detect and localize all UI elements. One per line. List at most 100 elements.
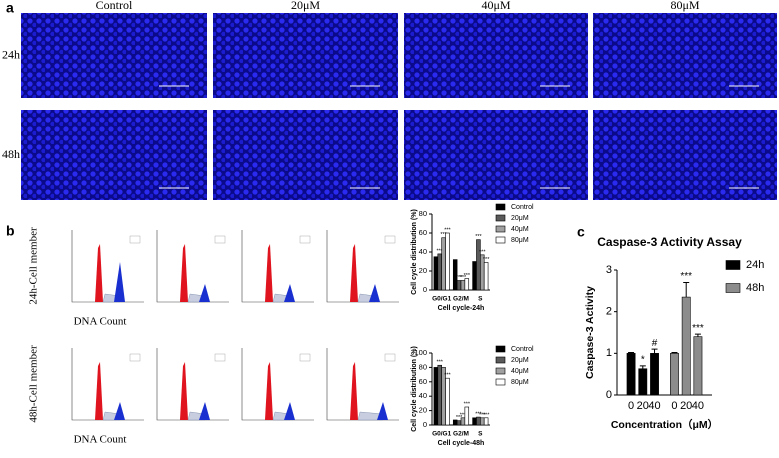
panel-label: c	[577, 224, 585, 240]
micrograph	[21, 110, 207, 200]
row-label: 24h-Cell member	[28, 227, 40, 305]
histogram-axes	[326, 348, 399, 421]
mini-legend	[299, 235, 311, 244]
bar	[456, 280, 462, 291]
legend-swatch	[495, 236, 506, 244]
legend-swatch	[495, 214, 506, 222]
bar	[437, 364, 442, 426]
g1-peak	[180, 244, 188, 302]
y-axis-label: Caspase-3 Activity	[584, 286, 596, 379]
panel-label: b	[6, 223, 15, 239]
g2-peak	[284, 402, 295, 420]
bar	[693, 336, 703, 396]
y-tick-label: 2	[606, 306, 612, 318]
g2-peak	[377, 402, 388, 420]
bar	[452, 259, 458, 291]
g2-peak	[369, 284, 380, 302]
y-tick-label: 1	[606, 347, 612, 359]
column-label: Control	[96, 0, 133, 12]
row-label: 48h-Cell member	[28, 345, 40, 423]
bar	[476, 416, 481, 426]
bar	[464, 406, 470, 426]
significance: ***	[479, 412, 486, 418]
significance: ***	[479, 249, 486, 255]
mini-legend	[384, 353, 396, 362]
significance: ***	[464, 401, 471, 407]
x-tick-label: 0	[671, 400, 677, 412]
significance: ***	[464, 273, 471, 279]
y-tick-label: 60	[419, 228, 427, 237]
x-tick-label: 20	[637, 400, 649, 412]
mini-legend	[129, 235, 141, 244]
significance: *	[641, 354, 645, 365]
histogram-axes	[326, 230, 399, 303]
legend-label: 40μM	[511, 368, 529, 375]
bar	[460, 417, 466, 426]
mini-legend	[214, 353, 226, 362]
bar	[483, 262, 489, 291]
y-tick-label: 20	[419, 406, 427, 415]
legend-swatch	[495, 367, 506, 375]
y-tick-label: 0	[606, 389, 612, 401]
bar	[480, 417, 485, 426]
x-tick-label: 20	[680, 400, 692, 412]
significance: ***	[444, 373, 451, 379]
column-label: 40μM	[481, 0, 510, 12]
significance: ***	[680, 271, 692, 282]
legend-swatch	[495, 225, 506, 233]
error-bar	[671, 352, 678, 354]
bar	[476, 239, 481, 291]
mini-legend	[299, 353, 311, 362]
y-tick-label: 0	[423, 420, 427, 429]
legend-label: Control	[511, 204, 534, 211]
y-tick-label: 20	[419, 266, 427, 275]
error-bar	[651, 348, 658, 354]
x-tick-label: S	[478, 296, 483, 303]
g2-peak	[199, 284, 210, 302]
g2-peak	[114, 402, 125, 420]
significance: ***	[483, 412, 490, 418]
y-tick-label: 100	[414, 348, 427, 357]
bar	[670, 353, 679, 396]
g1-peak	[95, 244, 103, 302]
micrograph	[21, 13, 207, 98]
mini-legend	[129, 353, 141, 362]
error-bar	[628, 352, 635, 354]
x-axis-label: Cell cycle-24h	[438, 305, 485, 312]
histogram-axes	[71, 348, 144, 421]
g2-peak	[199, 402, 210, 420]
column-label: 80μM	[670, 0, 699, 12]
bar	[681, 296, 691, 396]
bar	[472, 261, 477, 291]
legend-label: 40μM	[511, 226, 529, 233]
error-bar	[683, 282, 690, 298]
x-tick-label: S	[478, 431, 483, 438]
bar	[650, 353, 659, 396]
y-tick-label: 80	[419, 209, 427, 218]
g1-peak	[350, 244, 358, 302]
row-label: 24h	[2, 47, 20, 61]
micrograph	[213, 110, 398, 200]
significance: ***	[460, 412, 467, 418]
micrograph	[404, 13, 588, 98]
significance: ***	[475, 412, 482, 418]
legend-swatch	[725, 260, 741, 270]
bar	[433, 256, 439, 291]
g1-peak	[180, 362, 188, 420]
bar	[433, 367, 439, 426]
y-axis-label: Cell cycle distribution (%)	[411, 209, 418, 295]
x-tick-label: G2/M	[453, 296, 469, 303]
bar	[626, 353, 636, 396]
g1-peak	[265, 362, 273, 420]
x-tick-label: 0	[628, 400, 634, 412]
error-bar	[639, 365, 646, 369]
g2-peak	[284, 284, 295, 302]
y-tick-label: 0	[423, 285, 427, 294]
bar	[638, 368, 648, 396]
bar	[464, 278, 470, 291]
histogram-axes	[156, 230, 229, 303]
axis-label: DNA Count	[74, 434, 127, 446]
legend-label: 20μM	[511, 215, 529, 222]
row-label: 48h	[2, 147, 20, 161]
